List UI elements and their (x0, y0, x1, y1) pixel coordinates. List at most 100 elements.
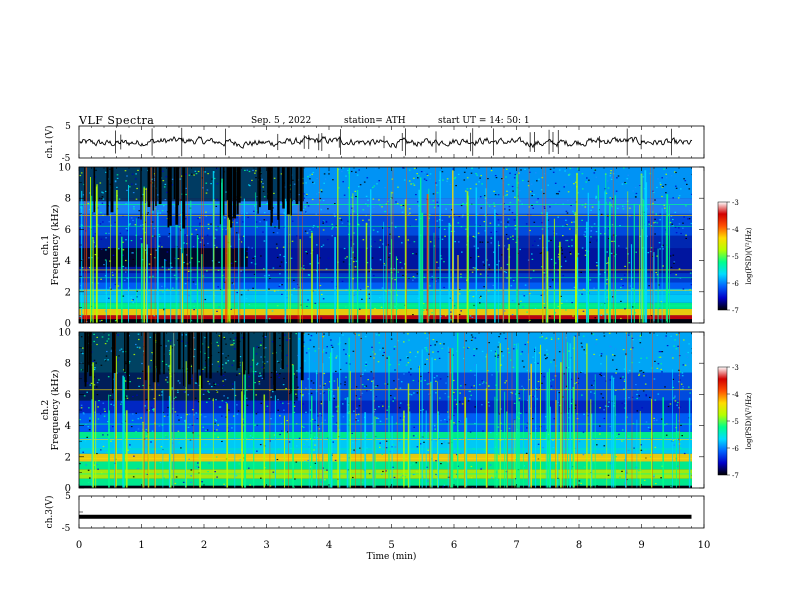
ch2-spectrogram-speckle (298, 338, 301, 340)
ch1-spectrogram-speckle (253, 273, 256, 275)
ch2-spectrogram-speckle (104, 359, 106, 361)
ch1-spectrogram-speckle (453, 198, 455, 200)
ch2-spectrogram-speckle (691, 474, 692, 477)
ch1-spectrogram-speckle (262, 231, 264, 233)
ch2-spectrogram-speckle (405, 364, 408, 366)
ch1-spectrogram-speckle (146, 213, 148, 215)
ch1-spectrogram-speckle (101, 191, 103, 193)
ch2-spectrogram-speckle (514, 478, 517, 480)
ch2-spectrogram-speckle (159, 462, 162, 464)
ch2-spectrogram-speckle (204, 367, 207, 369)
ch1-spectrogram-speckle (639, 184, 641, 186)
ch1-spectrogram-speckle (690, 248, 692, 251)
ch2-spectrogram-speckle (490, 336, 493, 338)
ch2-spectrogram-speckle (682, 386, 684, 388)
ch1-spectrogram-speckle (379, 259, 382, 261)
ch2-spectrogram-speckle (201, 368, 204, 370)
ch2-spectrogram-speckle (685, 353, 687, 355)
ch2-spectrogram-speckle (207, 357, 210, 359)
ch2-spectrogram-speckle (487, 401, 490, 403)
ch1-spectrogram-speckle (623, 206, 626, 208)
ch1-spectrogram-speckle (507, 238, 509, 240)
ch1-spectrogram-speckle (256, 209, 259, 212)
ch2-spectrogram-speckle (305, 387, 307, 389)
ch1-spectrogram-speckle (584, 231, 586, 233)
ch2-spectrogram-speckle (619, 377, 622, 379)
ch2-spectrogram-speckle (146, 409, 148, 411)
ch2-spectrogram-speckle (419, 443, 422, 445)
ch1-spectrogram-speckle (194, 170, 197, 172)
ch2-spectrogram-speckle (410, 374, 412, 376)
ch2-spectrogram-speckle (661, 351, 664, 353)
ch2-spectrogram-speckle (688, 386, 690, 388)
ch1-spectrogram-speckle (379, 297, 381, 299)
ch1-spectrogram-speckle (668, 213, 670, 215)
ch2-spectrogram-speckle (108, 334, 110, 336)
ch1-spectrogram-speckle (654, 199, 656, 201)
ch1-spectrogram-speckle (198, 224, 201, 226)
ch1-spectrogram-speckle (518, 303, 520, 305)
ch1-spectrogram-speckle (412, 279, 414, 281)
ch2-spectrogram-speckle (583, 349, 585, 351)
ch2-spectrogram-speckle (222, 380, 224, 382)
ch2-spectrogram-speckle (102, 445, 105, 448)
ch2-spectrogram-speckle (467, 400, 470, 402)
ch1-spectrogram-speckle (125, 267, 127, 269)
ch1-spectrogram-speckle (580, 271, 582, 273)
ch1-spectrogram-speckle (543, 207, 546, 209)
ch2-spectrogram-speckle (638, 470, 640, 472)
ch2-spectrogram-speckle (523, 465, 526, 467)
ch1-spectrogram-speckle (347, 169, 349, 172)
ch2-spectrogram-speckle (673, 397, 675, 399)
ch1-spectrogram-speckle (190, 226, 193, 228)
ch2-spectrogram-speckle (295, 333, 297, 335)
ch2-spectrogram-speckle (355, 417, 358, 419)
ch2-spectrogram-speckle (137, 418, 140, 420)
ch1-spectrogram-speckle (582, 188, 584, 190)
ch1-spectrogram-speckle (372, 229, 375, 231)
ch2-spectrogram-speckle (539, 336, 541, 338)
ch2-spectrogram-speckle (664, 386, 666, 388)
ch1-spectrogram-speckle (435, 280, 437, 282)
ch1-spectrogram-speckle (368, 270, 371, 272)
ch2-spectrogram-colorbar-tick-label: -4 (732, 391, 739, 399)
ch2-spectrogram-speckle (568, 350, 570, 352)
ch2-spectrogram-speckle (638, 395, 640, 397)
ch1-spectrogram-speckle (351, 207, 353, 209)
ch1-spectrogram-speckle (162, 180, 165, 182)
ch1-spectrogram-speckle (431, 275, 433, 277)
ch1-spectrogram-speckle (504, 208, 506, 210)
ch2-spectrogram-speckle (412, 379, 415, 382)
ch2-spectrogram-speckle (273, 434, 276, 436)
ch2-spectrogram-speckle (98, 400, 100, 402)
ch1-spectrogram-speckle (358, 186, 360, 188)
ch2-spectrogram-speckle (521, 360, 524, 362)
ch1-spectrogram-speckle (102, 192, 104, 194)
ch1-spectrogram-speckle (153, 315, 156, 317)
x-tick-label: 2 (201, 540, 207, 551)
ch1-spectrogram-speckle (568, 173, 571, 175)
ch1-spectrogram-speckle (569, 228, 572, 230)
ch1-spectrogram-speckle (647, 252, 650, 254)
ch1-spectrogram-speckle (174, 174, 176, 176)
ch1-spectrogram-speckle (122, 254, 124, 256)
ch2-spectrogram-speckle (426, 383, 429, 385)
ch2-spectrogram-speckle (228, 452, 231, 454)
ch1-spectrogram-speckle (619, 225, 621, 227)
ch2-spectrogram-speckle (621, 402, 623, 404)
ch2-spectrogram-speckle (556, 346, 559, 349)
ch1-spectrogram-speckle (142, 224, 144, 226)
ch2-spectrogram-speckle (280, 367, 282, 370)
ch2-spectrogram-speckle (635, 466, 638, 469)
ch2-spectrogram-speckle (371, 346, 373, 348)
ch1-spectrogram-speckle (368, 219, 370, 221)
ch1-spectrogram-speckle (417, 177, 419, 179)
ch2-spectrogram-speckle (178, 419, 180, 421)
ch1-spectrogram-speckle (659, 244, 662, 246)
ch2-spectrogram-speckle (603, 375, 605, 377)
ch2-spectrogram-speckle (499, 333, 502, 335)
ch2-spectrogram-speckle (553, 359, 555, 361)
ch1-spectrogram-speckle (249, 180, 252, 182)
ch2-spectrogram-speckle (528, 379, 530, 381)
ch1-spectrogram-speckle (547, 184, 549, 186)
